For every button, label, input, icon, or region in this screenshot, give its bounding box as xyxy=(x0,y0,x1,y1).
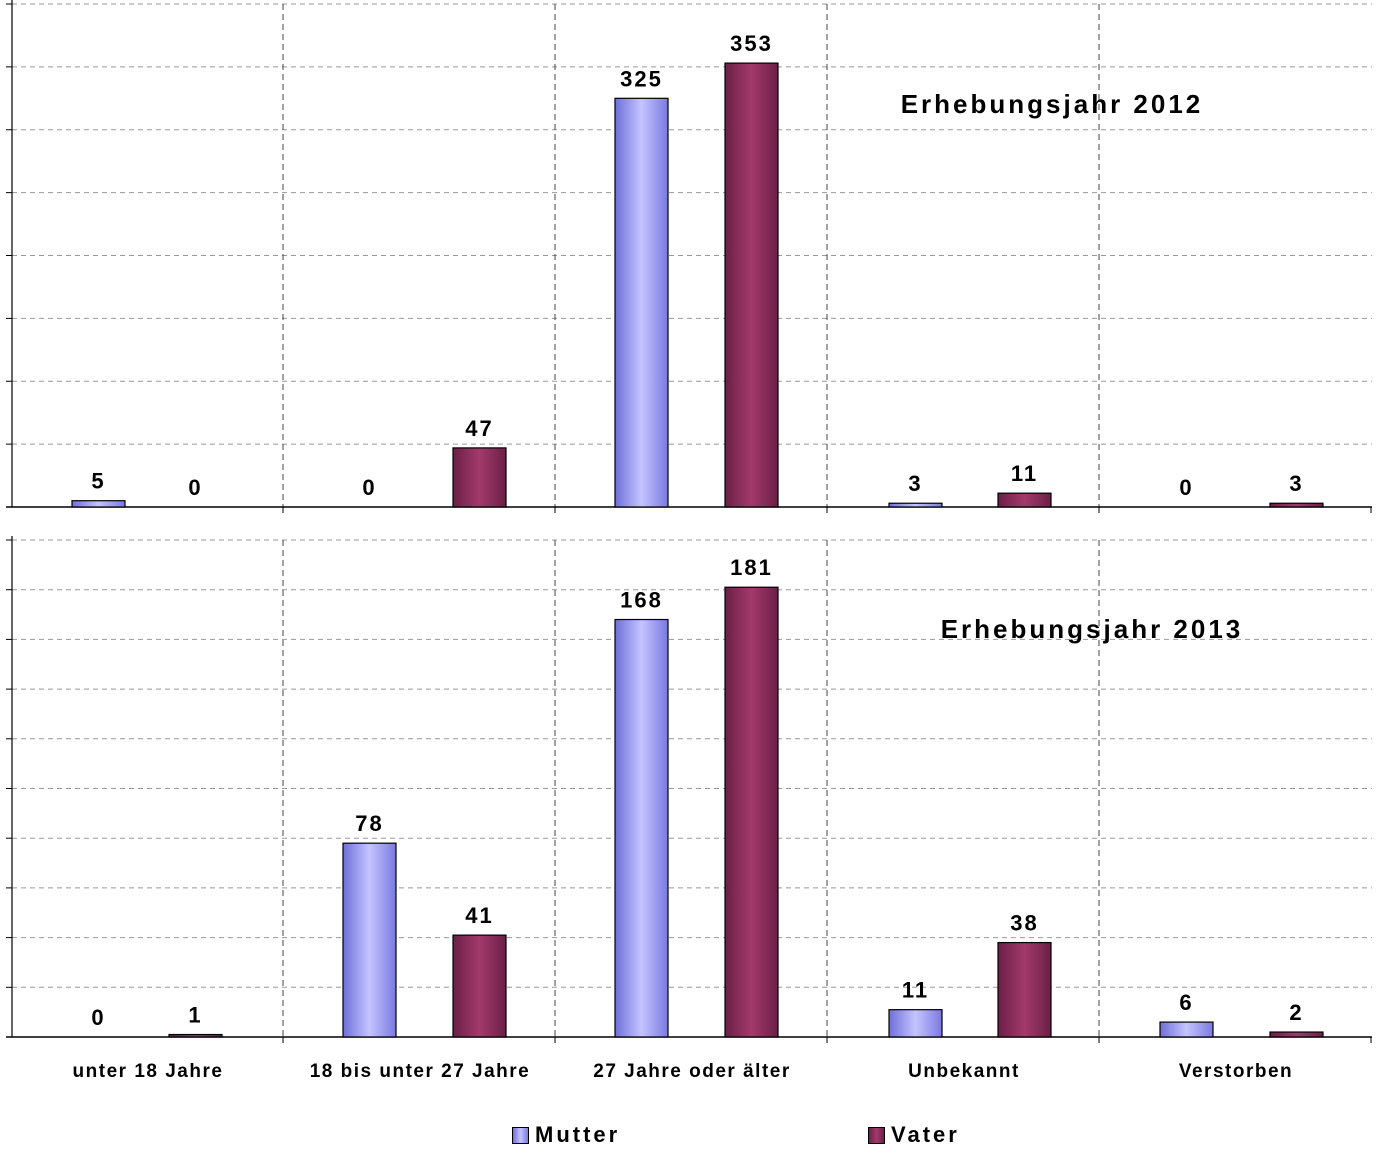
bar-mutter xyxy=(71,500,126,508)
data-label: 3 xyxy=(908,471,922,496)
bar-vater xyxy=(1269,502,1324,508)
chart-panel-1: 5 0 325 3 0 0 47 353 11 3 Erhebungsjahr 2012 xyxy=(6,0,1372,513)
bar-vater xyxy=(997,492,1052,508)
data-label: 325 xyxy=(620,66,663,91)
data-label: 47 xyxy=(465,416,493,441)
panel-title: Erhebungsjahr 2013 xyxy=(941,614,1244,644)
bar-vater xyxy=(1269,1031,1324,1038)
data-label: 11 xyxy=(1011,461,1038,486)
legend-item-mutter: Mutter xyxy=(512,1122,620,1148)
legend-swatch-mutter xyxy=(512,1126,529,1144)
bar-vater xyxy=(452,934,507,1038)
panel-title: Erhebungsjahr 2012 xyxy=(901,89,1204,119)
legend-swatch-vater xyxy=(868,1126,885,1144)
data-label: 5 xyxy=(91,469,105,494)
bar-vater xyxy=(997,941,1052,1038)
bar-mutter xyxy=(888,502,943,508)
x-tick-label: Verstorben xyxy=(1179,1061,1293,1082)
x-tick-label: 18 bis unter 27 Jahre xyxy=(310,1061,531,1082)
bar-vater xyxy=(168,1033,223,1038)
x-tick-label: unter 18 Jahre xyxy=(73,1061,224,1082)
bar-mutter xyxy=(614,97,669,508)
bar-mutter xyxy=(614,618,669,1038)
bar-mutter xyxy=(888,1009,943,1038)
legend-label-vater: Vater xyxy=(891,1122,960,1147)
legend-item-vater: Vater xyxy=(868,1122,960,1148)
data-label: 3 xyxy=(1289,471,1303,496)
data-label: 41 xyxy=(465,903,493,928)
data-label: 0 xyxy=(188,475,202,500)
x-tick-label: Unbekannt xyxy=(908,1061,1020,1082)
data-label: 6 xyxy=(1179,990,1193,1015)
data-label: 2 xyxy=(1289,1000,1303,1025)
data-label: 0 xyxy=(91,1005,105,1030)
data-label: 0 xyxy=(1179,475,1193,500)
data-label: 38 xyxy=(1010,911,1038,936)
data-label: 168 xyxy=(620,588,663,613)
data-label: 181 xyxy=(730,555,773,580)
data-label: 0 xyxy=(362,475,376,500)
data-label: 78 xyxy=(355,811,383,836)
chart-panel-2: 0 78 168 11 6 1 41 181 38 2 Erhebungsjahr 2013 xyxy=(6,536,1372,1043)
data-label: 11 xyxy=(902,978,929,1003)
bar-vater xyxy=(724,586,779,1038)
data-label: 1 xyxy=(188,1003,202,1028)
data-label: 353 xyxy=(730,31,773,56)
bar-vater xyxy=(724,62,779,508)
bar-mutter xyxy=(1159,1021,1214,1038)
legend-label-mutter: Mutter xyxy=(535,1122,621,1147)
bar-vater xyxy=(452,447,507,508)
bar-mutter xyxy=(342,842,397,1038)
x-tick-label: 27 Jahre oder älter xyxy=(593,1061,790,1082)
